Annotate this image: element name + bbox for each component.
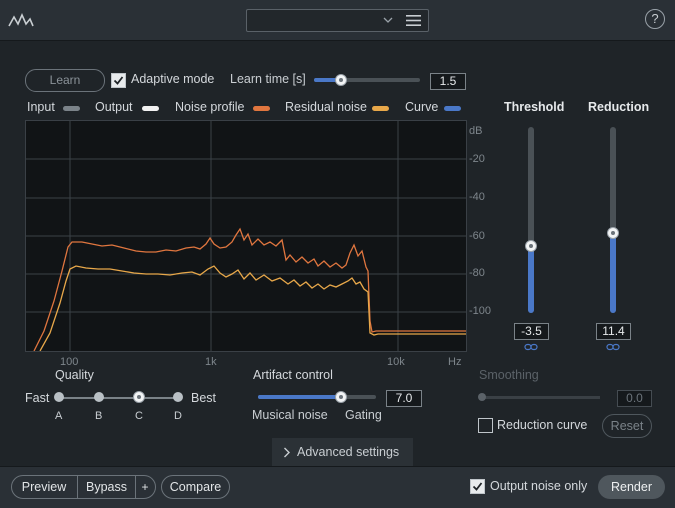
adaptive-mode-checkbox[interactable] <box>111 73 126 88</box>
legend-output-label: Output <box>95 100 133 114</box>
learn-time-label: Learn time [s] <box>230 72 306 86</box>
legend-output-swatch[interactable] <box>142 106 159 111</box>
reduction-curve-checkbox[interactable] <box>478 418 493 433</box>
smoothing-value[interactable]: 0.0 <box>617 390 652 407</box>
threshold-slider[interactable] <box>525 127 537 313</box>
x-tick-100: 100 <box>60 356 79 368</box>
legend-residual-noise-label: Residual noise <box>285 100 367 114</box>
legend-input-label: Input <box>27 100 55 114</box>
bypass-add-button[interactable]: + <box>141 480 149 494</box>
reduction-label: Reduction <box>588 100 650 114</box>
legend-input-swatch[interactable] <box>63 106 80 111</box>
bypass-button[interactable]: Bypass <box>86 480 127 494</box>
y-tick-80: -80 <box>469 267 485 279</box>
quality-option-b[interactable] <box>94 392 104 402</box>
noise-profile-curve <box>33 227 466 352</box>
gating-label: Gating <box>345 408 382 422</box>
link-icon[interactable] <box>524 343 538 351</box>
divider <box>135 476 136 498</box>
threshold-label: Threshold <box>504 100 565 114</box>
learn-time-value[interactable]: 1.5 <box>430 73 466 90</box>
learn-time-slider[interactable] <box>314 74 420 86</box>
y-tick-db: dB <box>469 125 483 137</box>
x-tick-1k: 1k <box>205 356 217 368</box>
spectrum-graph[interactable] <box>25 120 467 352</box>
compare-button[interactable]: Compare <box>161 475 230 499</box>
reduction-curve-label: Reduction curve <box>497 418 588 432</box>
quality-option-c-selected[interactable] <box>133 391 145 403</box>
chevron-down-icon <box>383 17 393 23</box>
quality-c-label: C <box>135 410 143 422</box>
quality-d-label: D <box>174 410 182 422</box>
learn-time-knob[interactable] <box>335 74 347 86</box>
preview-bypass-group <box>11 475 156 499</box>
reduction-value[interactable]: 11.4 <box>596 323 631 340</box>
waveform-logo-icon[interactable] <box>8 12 34 28</box>
artifact-control-fill <box>258 395 341 399</box>
legend-noise-profile-label: Noise profile <box>175 100 245 114</box>
musical-noise-label: Musical noise <box>252 408 328 422</box>
check-icon <box>113 76 124 85</box>
smoothing-label: Smoothing <box>479 368 539 382</box>
smoothing-knob[interactable] <box>478 393 486 401</box>
bottom-bar <box>0 466 675 508</box>
render-button[interactable]: Render <box>598 475 665 499</box>
legend-curve-swatch[interactable] <box>444 106 461 111</box>
x-tick-10k: 10k <box>387 356 405 368</box>
divider <box>77 476 78 498</box>
reduction-fill <box>610 233 616 313</box>
adaptive-mode-label: Adaptive mode <box>131 72 215 86</box>
quality-a-label: A <box>55 410 63 422</box>
y-tick-40: -40 <box>469 191 485 203</box>
quality-best-label: Best <box>191 391 217 405</box>
artifact-control-knob[interactable] <box>335 391 347 403</box>
spectrum-plot <box>26 121 466 352</box>
y-tick-100: -100 <box>469 305 492 317</box>
output-noise-only-checkbox[interactable] <box>470 479 485 494</box>
y-tick-20: -20 <box>469 153 485 165</box>
artifact-control-slider[interactable] <box>258 391 376 403</box>
threshold-value[interactable]: -3.5 <box>514 323 549 340</box>
preview-button[interactable]: Preview <box>21 480 67 494</box>
quality-fast-label: Fast <box>25 391 50 405</box>
learn-time-fill <box>314 78 341 82</box>
artifact-control-value[interactable]: 7.0 <box>386 390 422 407</box>
quality-option-a[interactable] <box>54 392 64 402</box>
hamburger-menu-button[interactable] <box>398 9 429 32</box>
output-noise-only-label: Output noise only <box>490 479 588 493</box>
check-icon <box>472 482 483 491</box>
legend-curve-label: Curve <box>405 100 439 114</box>
preset-dropdown[interactable] <box>246 9 400 32</box>
quality-label: Quality <box>55 368 94 382</box>
link-icon[interactable] <box>606 343 620 351</box>
threshold-knob[interactable] <box>525 240 537 252</box>
y-tick-60: -60 <box>469 230 485 242</box>
advanced-settings-button[interactable]: Advanced settings <box>272 438 413 466</box>
reduction-slider[interactable] <box>607 127 619 313</box>
advanced-settings-label: Advanced settings <box>297 445 400 459</box>
learn-button[interactable]: Learn <box>25 69 105 92</box>
quality-option-d[interactable] <box>173 392 183 402</box>
artifact-control-label: Artifact control <box>253 368 333 382</box>
reset-button[interactable]: Reset <box>602 414 652 438</box>
smoothing-slider[interactable] <box>478 393 600 401</box>
legend-noise-profile-swatch[interactable] <box>253 106 270 111</box>
x-tick-hz: Hz <box>448 356 462 368</box>
quality-track <box>60 397 178 399</box>
quality-b-label: B <box>95 410 103 422</box>
reduction-knob[interactable] <box>607 227 619 239</box>
chevron-right-icon <box>284 447 290 458</box>
residual-noise-curve <box>39 265 466 352</box>
threshold-fill <box>528 246 534 313</box>
legend-residual-noise-swatch[interactable] <box>372 106 389 111</box>
help-button[interactable]: ? <box>645 9 665 29</box>
hamburger-menu-icon <box>406 15 421 26</box>
